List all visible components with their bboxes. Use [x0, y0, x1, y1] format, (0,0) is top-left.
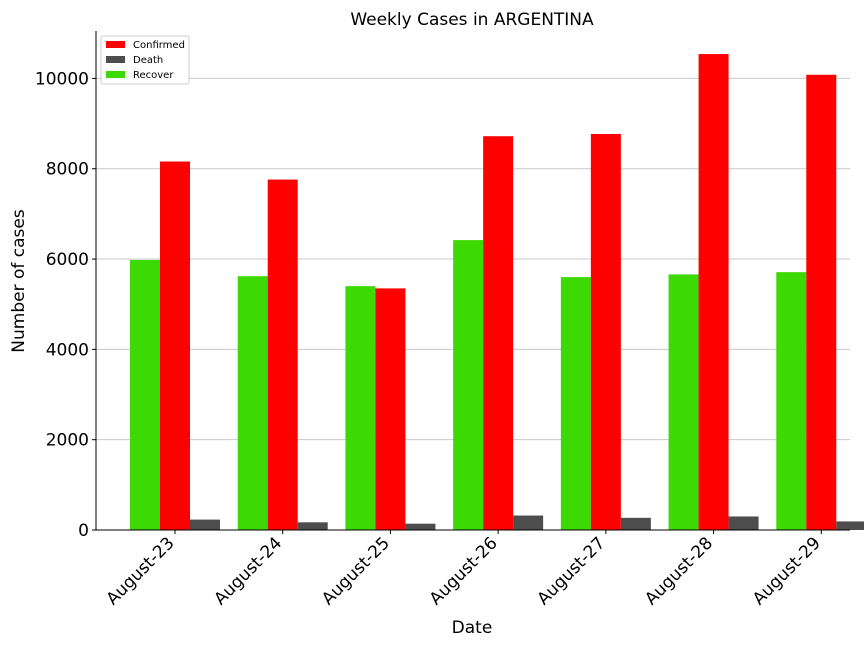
x-tick-label: August-29 [749, 533, 825, 609]
x-axis-label: Date [452, 618, 493, 638]
bar-recover-august-26 [453, 240, 484, 530]
x-tick-label: August-23 [103, 533, 179, 609]
bar-confirmed-august-27 [590, 133, 621, 530]
bar-recover-august-27 [560, 277, 591, 530]
axes [95, 31, 850, 531]
bar-recover-august-25 [345, 286, 376, 530]
legend: Confirmed Death Recover [100, 35, 190, 85]
bars-layer [130, 54, 864, 531]
bar-confirmed-august-23 [160, 161, 190, 530]
x-tick-label: August-25 [318, 533, 394, 609]
legend-swatch-death [106, 56, 125, 63]
x-tick-label: August-24 [210, 533, 286, 609]
bar-recover-august-24 [237, 276, 268, 530]
x-tick-label: August-28 [641, 533, 717, 609]
x-tick-label: August-26 [426, 533, 502, 609]
bar-death-august-26 [513, 515, 544, 530]
y-tick-label: 2000 [46, 431, 89, 451]
bar-recover-august-28 [668, 274, 699, 530]
y-ticks: 0 2000 4000 6000 8000 10000 [35, 69, 96, 541]
y-tick-label: 8000 [46, 160, 89, 180]
bar-confirmed-august-28 [698, 54, 729, 531]
x-ticks: August-23 August-24 August-25 August-26 Augu… [103, 530, 825, 609]
y-tick-label: 6000 [46, 250, 89, 270]
y-axis-label: Number of cases [9, 209, 29, 353]
y-tick-label: 0 [78, 521, 89, 541]
bar-confirmed-august-24 [267, 179, 298, 530]
bar-confirmed-august-29 [806, 74, 837, 530]
legend-label-recover: Recover [133, 70, 174, 81]
bar-death-august-28 [728, 516, 759, 530]
legend-swatch-recover [106, 71, 125, 78]
bar-confirmed-august-25 [375, 288, 406, 530]
legend-swatch-confirmed [106, 41, 125, 48]
legend-label-death: Death [133, 55, 163, 66]
bar-death-august-29 [836, 521, 864, 530]
bar-confirmed-august-26 [483, 136, 514, 531]
y-tick-label: 4000 [46, 340, 89, 360]
bar-recover-august-23 [130, 259, 160, 530]
x-tick-label: August-27 [534, 533, 610, 609]
bar-death-august-23 [190, 519, 220, 530]
y-tick-label: 10000 [35, 69, 89, 89]
bar-death-august-25 [405, 523, 436, 530]
chart-title: Weekly Cases in ARGENTINA [350, 10, 594, 30]
legend-label-confirmed: Confirmed [133, 40, 185, 51]
bar-recover-august-29 [776, 272, 807, 530]
bar-death-august-27 [620, 517, 651, 530]
bar-death-august-24 [297, 522, 328, 530]
